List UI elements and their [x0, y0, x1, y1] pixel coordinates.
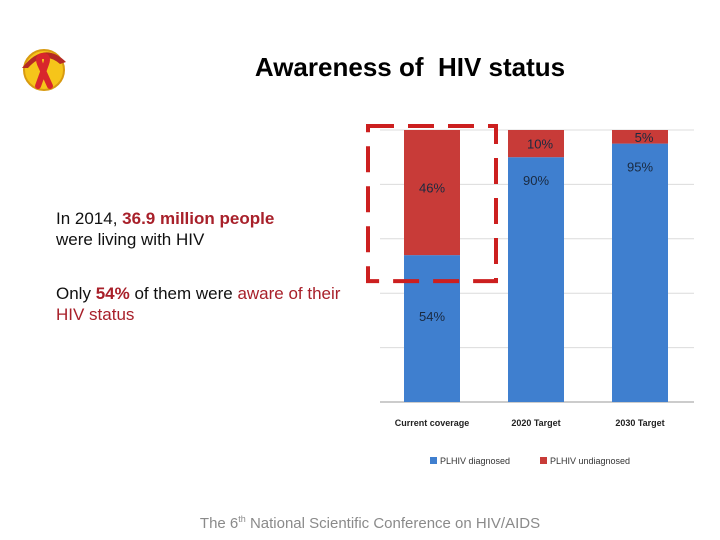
bar-undiagnosed [508, 130, 564, 158]
living-with-hiv-text: In 2014, 36.9 million people were living… [56, 208, 356, 250]
logo [16, 38, 76, 98]
legend-label: PLHIV undiagnosed [550, 456, 630, 466]
text-segment: were living with HIV [56, 230, 205, 249]
text-segment: Only [56, 284, 96, 303]
data-label: 10% [527, 137, 553, 152]
data-label: 46% [419, 181, 445, 196]
footer-conference: The 6th National Scientific Conference o… [120, 514, 620, 532]
red-ribbon-logo-icon [22, 49, 66, 91]
x-tick-label: Current coverage [395, 418, 470, 428]
x-tick-label: 2020 Target [511, 418, 560, 428]
highlight-million-people: 36.9 million people [122, 209, 275, 228]
x-tick-label: 2030 Target [615, 418, 664, 428]
text-segment: of them were [129, 284, 238, 303]
aware-status-text: Only 54% of them were aware of their HIV… [56, 283, 356, 325]
bar-undiagnosed [404, 130, 460, 256]
bar-undiagnosed [612, 130, 668, 144]
legend-swatch [540, 457, 547, 464]
highlight-percent: 54% [95, 284, 130, 303]
data-label: 95% [627, 160, 653, 175]
highlight-dashed-box [366, 124, 498, 284]
bar-diagnosed [404, 255, 460, 402]
bar-diagnosed [612, 143, 668, 402]
data-label: 90% [523, 173, 549, 188]
footer-text: National Scientific Conference on HIV/AI… [245, 515, 541, 532]
data-label: 54% [419, 309, 445, 324]
bar-diagnosed [508, 157, 564, 402]
footer-superscript: th [238, 514, 246, 524]
stacked-bar-chart: 54% 46% Current coverage 90% 10% 2020 Target 9… [360, 110, 700, 480]
text-segment: In 2014, [56, 209, 123, 228]
legend-label: PLHIV diagnosed [440, 456, 510, 466]
slide-title: Awareness of HIV status [254, 52, 566, 82]
data-label: 5% [635, 130, 654, 145]
footer-text: The 6 [199, 515, 239, 532]
highlight-aware-status: aware of their HIV status [56, 284, 341, 324]
chart-svg: 54% 46% Current coverage 90% 10% 2020 Target 9… [366, 124, 694, 466]
legend-swatch [430, 457, 437, 464]
